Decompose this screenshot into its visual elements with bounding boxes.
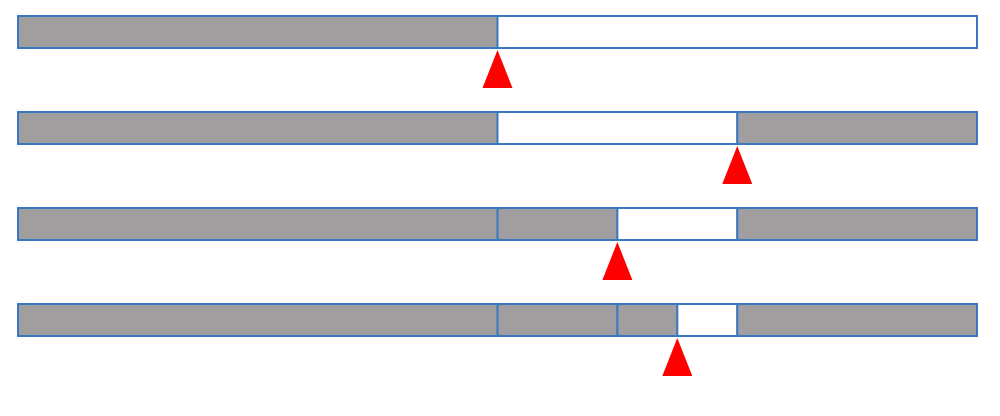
bar-row-2 bbox=[17, 111, 978, 184]
shaded-segment-4-3 bbox=[616, 303, 679, 337]
shaded-segment-3-4 bbox=[736, 207, 978, 241]
open-segment-3-3 bbox=[616, 207, 739, 241]
shaded-segment-4-1 bbox=[17, 303, 499, 337]
shaded-segment-2-3 bbox=[736, 111, 978, 145]
bar-row-3 bbox=[17, 207, 978, 280]
bar-row-4 bbox=[17, 303, 978, 376]
shaded-segment-3-2 bbox=[496, 207, 619, 241]
pointer-triangle-icon-4 bbox=[662, 338, 693, 376]
open-segment-1-2 bbox=[496, 15, 978, 49]
pointer-triangle-icon-1 bbox=[482, 50, 513, 88]
bar-row-1 bbox=[17, 15, 978, 88]
shaded-segment-1-1 bbox=[17, 15, 499, 49]
pointer-triangle-icon-3 bbox=[602, 242, 633, 280]
open-segment-2-2 bbox=[496, 111, 739, 145]
open-segment-4-4 bbox=[676, 303, 739, 337]
shaded-segment-3-1 bbox=[17, 207, 499, 241]
pointer-triangle-icon-2 bbox=[722, 146, 753, 184]
shaded-segment-4-2 bbox=[496, 303, 619, 337]
shaded-segment-2-1 bbox=[17, 111, 499, 145]
shaded-segment-4-5 bbox=[736, 303, 978, 337]
